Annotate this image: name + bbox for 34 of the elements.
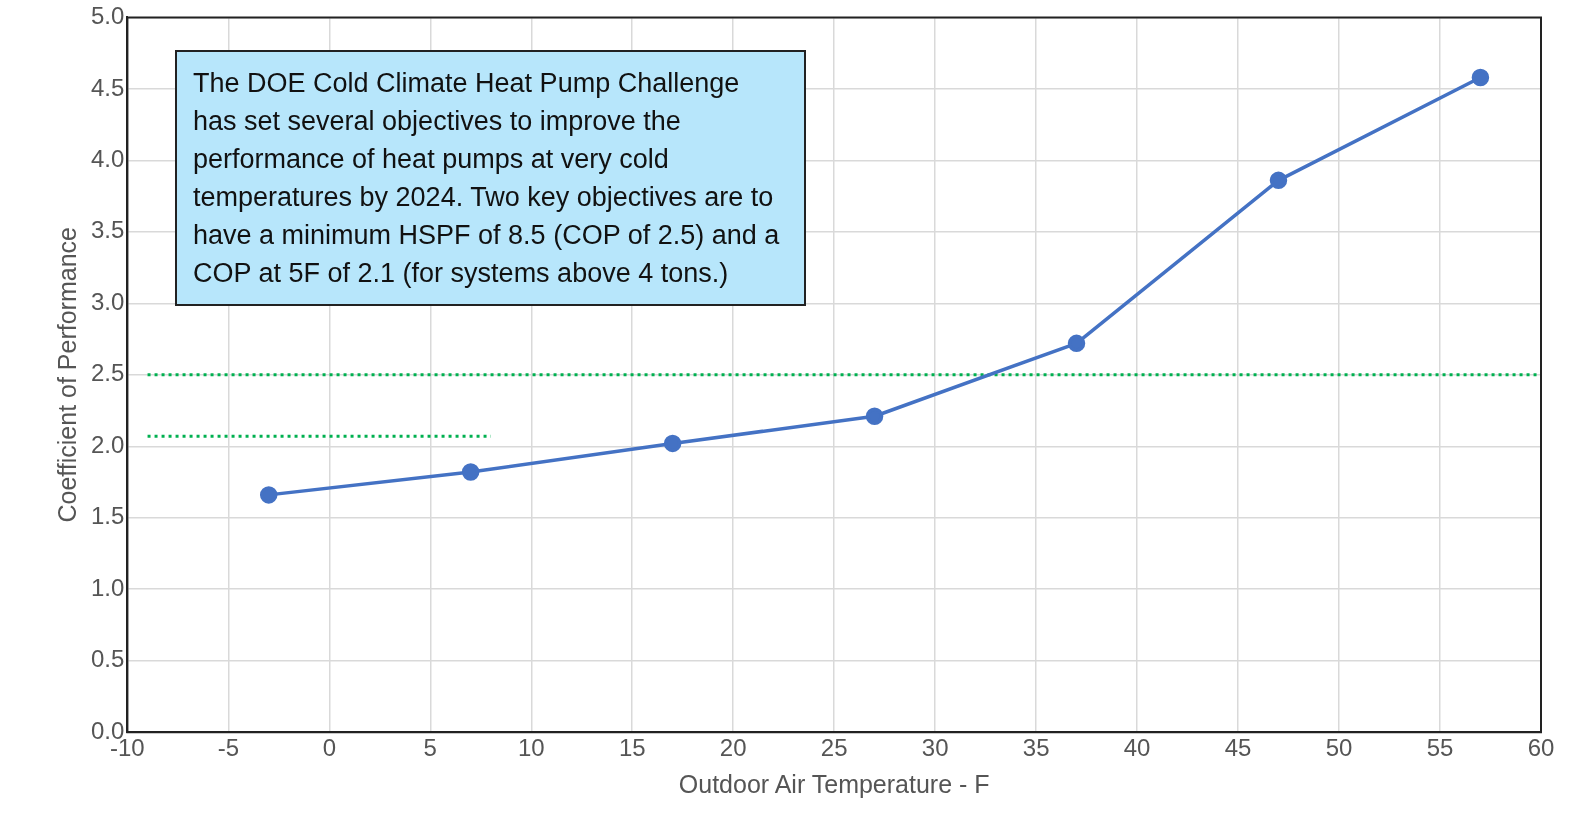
point: [865, 407, 884, 426]
y-tick-label: 2.0: [90, 430, 125, 458]
point: [461, 463, 480, 481]
x-tick-label: 10: [517, 734, 545, 762]
x-tick-label: 20: [719, 734, 747, 762]
x-tick-label: 40: [1123, 734, 1151, 762]
y-tick-label: 1.5: [90, 502, 125, 530]
point: [1269, 171, 1288, 190]
x-tick-label: 55: [1426, 734, 1454, 762]
x-tick-label: 15: [618, 734, 646, 762]
point: [1471, 68, 1490, 87]
x-tick-label: 60: [1527, 734, 1555, 762]
y-tick-label: 3.5: [90, 216, 125, 244]
y-tick-label: 2.5: [90, 359, 125, 387]
point: [663, 434, 682, 453]
y-tick-label: 1.0: [90, 573, 125, 601]
y-tick-label: 5.0: [90, 2, 125, 30]
x-tick-label: 35: [1022, 734, 1050, 762]
y-tick-label: 4.5: [90, 73, 125, 101]
y-tick-label: 4.0: [90, 144, 125, 172]
x-tick-label: 45: [1224, 734, 1252, 762]
point: [1067, 334, 1086, 353]
x-tick-label: 50: [1325, 734, 1353, 762]
x-tick-label: -5: [217, 734, 240, 762]
point: [259, 486, 278, 504]
annotation: The DOE Cold Climate Heat Pump Challenge has set several objectives to improve the performance of heat pumps at very cold temperatures by 2024. Two key objectives are to have a minimum HSPF of 8.5 (COP of 2.5) and a COP at 5F of 2.1 (for systems above 4 tons.): [175, 50, 806, 306]
x-tick-label: 30: [921, 734, 949, 762]
y-axis-title: Coefficient of Performance: [52, 227, 81, 523]
x-tick-label: 0: [322, 734, 336, 762]
x-tick-label: 5: [423, 734, 437, 762]
x-tick-label: 25: [820, 734, 848, 762]
y-tick-label: 0.5: [90, 645, 125, 673]
y-tick-label: 3.0: [90, 287, 125, 315]
x-axis-title: Outdoor Air Temperature - F: [678, 769, 990, 798]
